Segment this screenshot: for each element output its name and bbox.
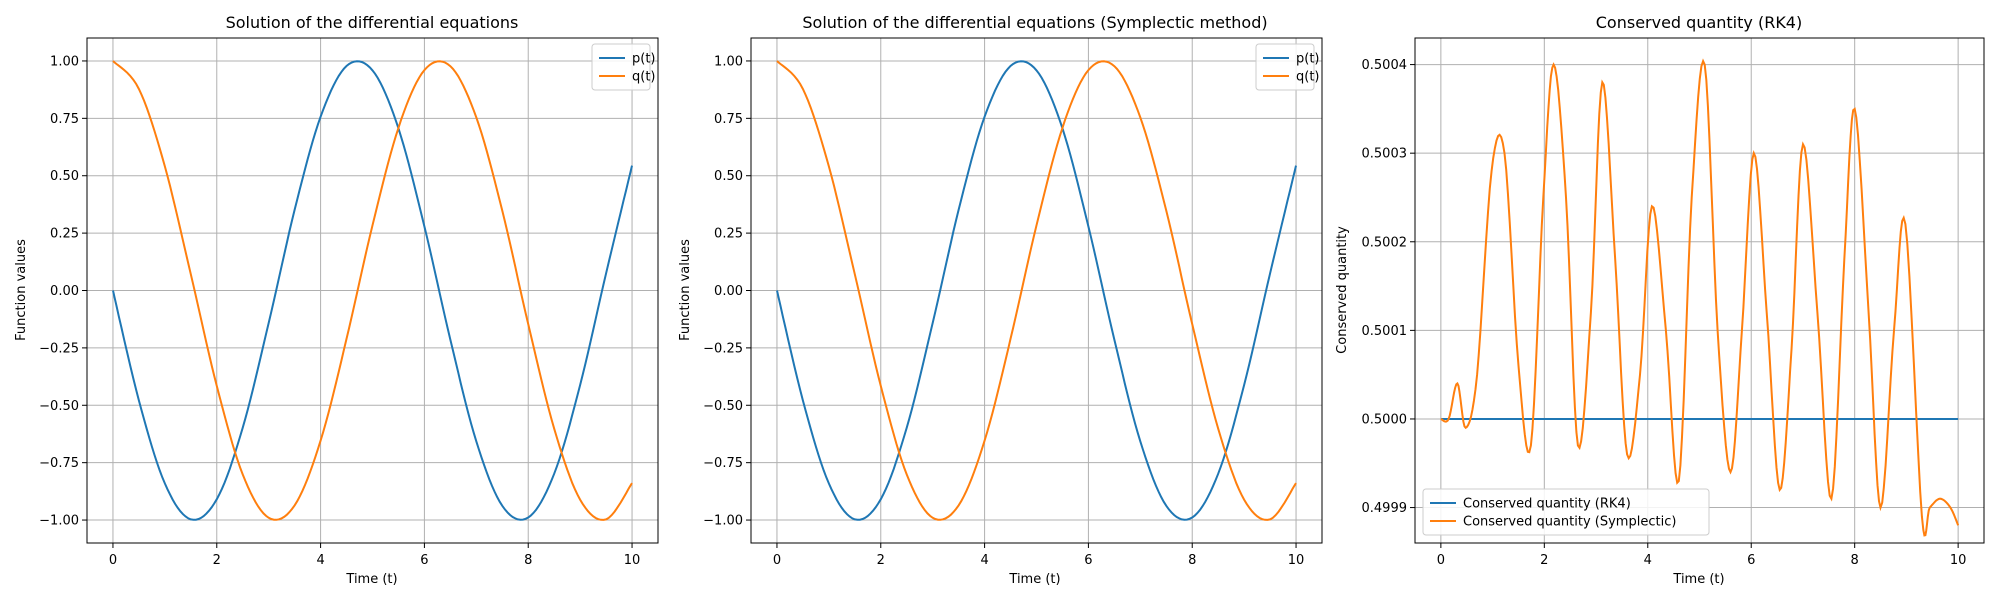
y-tick-label: −1.00 [703,514,743,529]
grid [751,38,1322,543]
series-line-1 [112,60,633,521]
x-tick-label: 4 [316,553,324,568]
y-tick-label: 0.25 [714,227,743,242]
legend-label: Conserved quantity (RK4) [1463,497,1631,512]
y-tick-label: 0.00 [50,284,79,299]
chart-3: Conserved quantity (RK4) Time (t) Conser… [1335,13,1985,587]
y-tick-label: −0.25 [703,341,743,356]
chart-1: Solution of the differential equations T… [14,13,659,587]
y-tick-label: −0.75 [703,456,743,471]
y-tick-label: 0.75 [714,112,743,127]
chart-2: Solution of the differential equations (… [678,13,1323,587]
y-tick-label: −0.50 [703,399,743,414]
chart-title: Solution of the differential equations (… [802,13,1267,32]
series-line-2 [112,60,633,521]
y-tick-label: 1.00 [714,54,743,69]
y-tick-label: 0.5004 [1362,58,1408,73]
x-tick-label: 6 [1747,553,1755,568]
y-tick-label: 0.25 [50,227,79,242]
chart-title: Solution of the differential equations [226,13,519,32]
x-tick-label: 10 [624,553,641,568]
y-axis-label: Conserved quantity [1335,226,1350,354]
legend: p(t) q(t) [1255,43,1320,91]
x-tick-label: 2 [1540,553,1548,568]
plot-frame [1414,37,1985,544]
series-line-1 [776,60,1297,521]
x-tick-label: 10 [1950,553,1967,568]
legend-label: p(t) [632,52,656,67]
x-tick-label: 4 [1644,553,1652,568]
y-tick-label: 0.50 [50,169,79,184]
x-tick-label: 8 [1851,553,1859,568]
y-tick-label: 0.5003 [1362,147,1408,162]
y-tick-label: −0.75 [39,456,79,471]
x-tick-label: 2 [877,553,885,568]
grid [1415,38,1984,543]
series-line-2 [776,60,1297,521]
legend-box [1255,43,1315,91]
chart-title: Conserved quantity (RK4) [1596,13,1802,32]
series-line-2 [1440,58,1960,537]
x-tick-label: 4 [980,553,988,568]
legend-label: p(t) [1296,52,1320,67]
x-tick-label: 10 [1288,553,1305,568]
x-tick-label: 8 [524,553,532,568]
y-tick-label: 0.4999 [1362,501,1408,516]
y-axis-label: Function values [678,239,693,341]
x-tick-label: 6 [1084,553,1092,568]
y-tick-label: 1.00 [50,54,79,69]
legend-box [591,43,651,91]
y-tick-label: −0.50 [39,399,79,414]
legend-box [1422,488,1710,536]
x-axis-label: Time (t) [1672,572,1724,587]
legend-label: Conserved quantity (Symplectic) [1463,515,1676,530]
y-tick-label: 0.50 [714,169,743,184]
y-tick-label: 0.5001 [1362,324,1408,339]
y-tick-label: 0.5000 [1362,412,1408,427]
legend: Conserved quantity (RK4) Conserved quanti… [1422,488,1710,536]
x-tick-label: 0 [109,553,117,568]
x-tick-label: 6 [420,553,428,568]
y-tick-label: 0.5002 [1362,235,1408,250]
x-tick-label: 8 [1188,553,1196,568]
legend-label: q(t) [632,70,656,85]
legend-label: q(t) [1296,70,1320,85]
x-axis-label: Time (t) [345,572,397,587]
y-tick-label: −1.00 [39,514,79,529]
x-tick-label: 2 [213,553,221,568]
series-group [1440,58,1960,537]
y-tick-label: −0.25 [39,341,79,356]
y-tick-label: 0.00 [714,284,743,299]
y-tick-label: 0.75 [50,112,79,127]
legend: p(t) q(t) [591,43,656,91]
series-group [112,60,633,521]
y-axis-label: Function values [14,239,29,341]
x-tick-label: 0 [1437,553,1445,568]
x-tick-label: 0 [773,553,781,568]
grid [87,38,658,543]
x-axis-label: Time (t) [1008,572,1060,587]
series-group [776,60,1297,521]
